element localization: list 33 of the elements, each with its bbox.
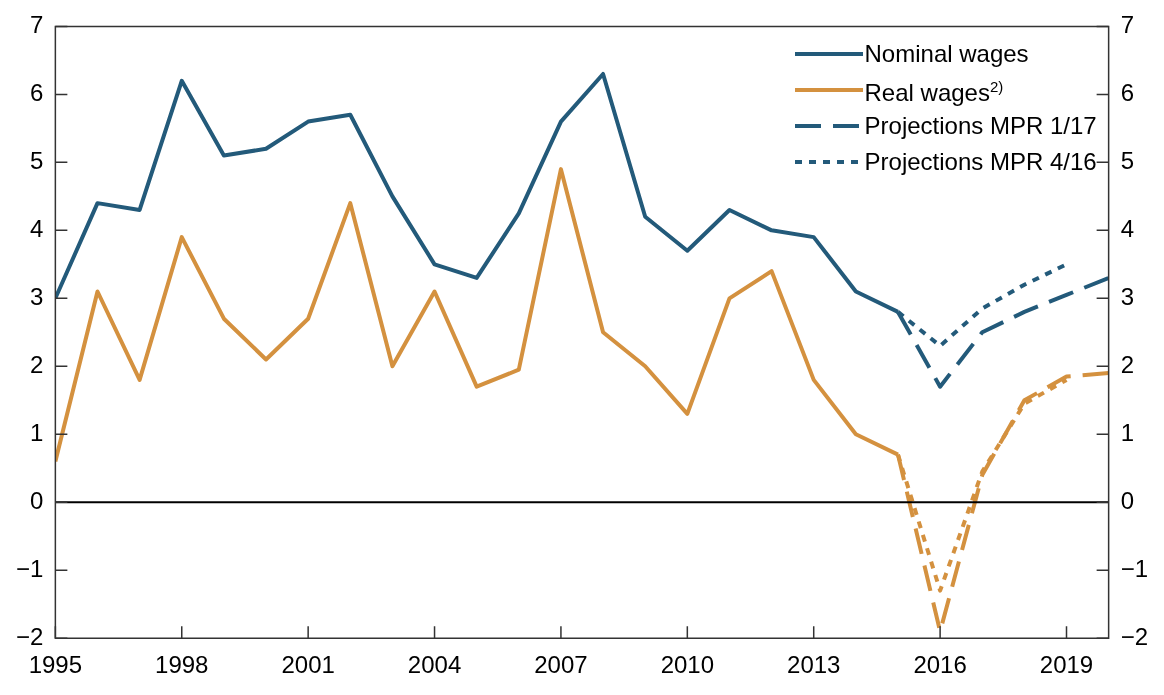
- x-tick-label: 2016: [913, 651, 967, 679]
- y2-tick-label: −2: [1120, 622, 1149, 650]
- legend-label: Real wages$^{2)}$: [864, 77, 1004, 108]
- y2-tick-label: 4: [1120, 214, 1134, 242]
- y-tick-label: 6: [30, 79, 44, 106]
- y2-tick-label: −1: [1120, 554, 1149, 582]
- y-tick-label: −1: [15, 554, 44, 582]
- x-tick-label: 2013: [787, 651, 841, 679]
- x-tick-label: 1995: [28, 651, 83, 679]
- y2-tick-label: 6: [1120, 79, 1134, 106]
- y-tick-label: 2: [30, 350, 44, 378]
- x-tick-label: 2007: [534, 651, 588, 679]
- x-tick-label: 2019: [1039, 651, 1094, 679]
- y2-tick-label: 7: [1120, 11, 1134, 39]
- x-tick-label: 2001: [281, 651, 335, 679]
- y-tick-label: 5: [30, 146, 44, 174]
- legend-label: Projections MPR 1/17: [864, 112, 1097, 141]
- y2-tick-label: 3: [1120, 282, 1134, 310]
- y-tick-label: 7: [30, 11, 44, 39]
- y-tick-label: 1: [30, 418, 44, 446]
- y-tick-label: 3: [30, 282, 44, 310]
- y2-tick-label: 5: [1120, 146, 1134, 174]
- legend-label: Projections MPR 4/16: [864, 148, 1097, 177]
- legend-label: Nominal wages: [864, 40, 1029, 69]
- y-tick-label: 4: [30, 214, 44, 242]
- x-tick-label: 2004: [407, 651, 462, 679]
- y2-tick-label: 2: [1120, 350, 1134, 378]
- x-tick-label: 1998: [155, 651, 209, 679]
- y2-tick-label: 0: [1120, 486, 1134, 514]
- y-tick-label: −2: [15, 622, 44, 650]
- y-tick-label: 0: [30, 486, 44, 514]
- x-tick-label: 2010: [660, 651, 715, 679]
- y2-tick-label: 1: [1120, 418, 1134, 446]
